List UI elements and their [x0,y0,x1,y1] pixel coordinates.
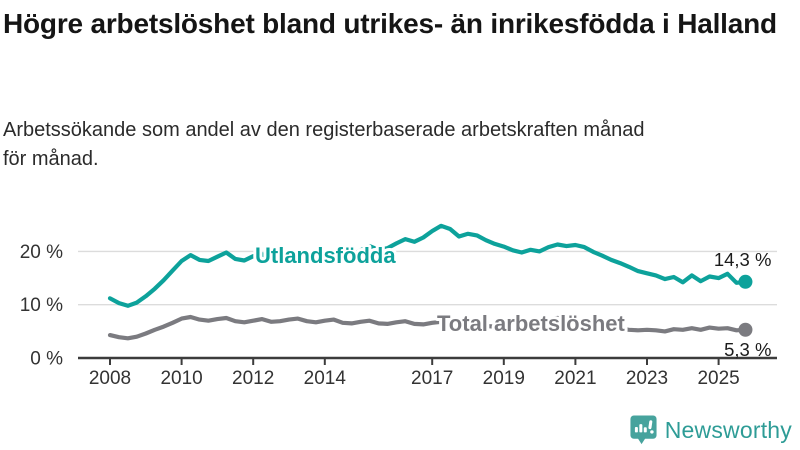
series-label-utlandsf-dda: Utlandsfödda [255,243,396,268]
newsworthy-logo[interactable]: Newsworthy [629,414,792,446]
end-dot-total-arbetsl-shet [738,322,753,337]
chart-subtitle: Arbetssökande som andel av den registerb… [3,116,793,173]
x-tick-label: 2017 [411,368,453,389]
page-title: Högre arbetslöshet bland utrikes- än inr… [3,8,777,39]
x-tick-label: 2010 [160,368,202,389]
x-tick-label: 2012 [232,368,274,389]
x-tick-label: 2025 [697,368,739,389]
newsworthy-chart-bubble-icon [630,415,657,445]
subtitle-line-1: Arbetssökande som andel av den registerb… [3,119,645,141]
newsworthy-wordmark: Newsworthy [664,416,792,443]
x-tick-label: 2014 [304,368,347,389]
end-value-label-total-arbetsl-shet: 5,3 % [724,339,771,360]
series-line-total-arbetsl-shet [107,314,748,341]
end-value-label-utlandsf-dda: 14,3 % [714,249,772,270]
y-tick-label: 0 % [30,349,63,370]
x-tick-label: 2008 [89,368,131,389]
end-dot-utlandsf-dda [738,274,753,289]
x-tick-label: 2023 [626,368,668,389]
x-tick-label: 2021 [554,368,596,389]
series-label-total-arbetsl-shet: Total arbetslöshet [437,311,626,336]
series-line-utlandsf-dda [107,223,748,308]
y-tick-label: 20 % [20,242,63,263]
subtitle-line-2: för månad. [3,147,99,170]
x-tick-label: 2019 [483,368,525,389]
y-tick-label: 10 % [20,295,63,316]
